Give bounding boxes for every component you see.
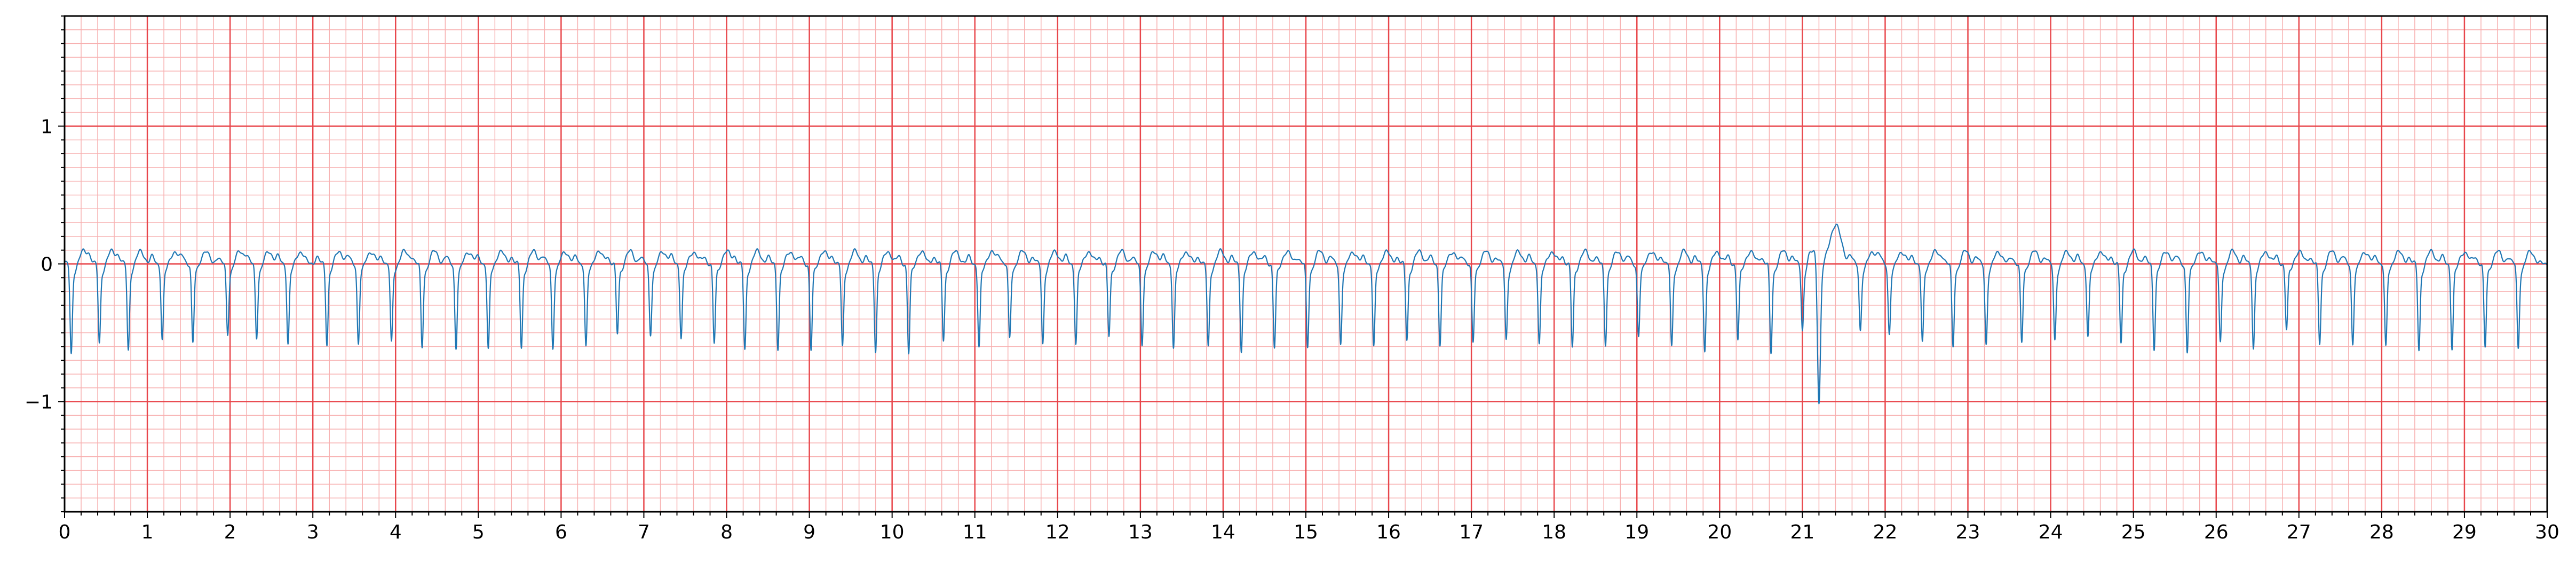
x-tick-label: 5: [472, 521, 485, 543]
ecg-trace-layer: [64, 224, 2548, 405]
x-tick-label: 7: [638, 521, 650, 543]
x-tick-label: 10: [880, 521, 905, 543]
x-tick-label: 8: [720, 521, 733, 543]
x-tick-label: 23: [1956, 521, 1980, 543]
x-tick-label: 21: [1790, 521, 1814, 543]
x-tick-label: 29: [2452, 521, 2477, 543]
x-axis: 0 1 2 3 4 5 6 7 8 9 10 11 12 13 14 15 16 17 18 19 20 21 22 23 24…: [59, 512, 2559, 543]
x-tick-label: 24: [2039, 521, 2063, 543]
x-tick-label: 0: [59, 521, 71, 543]
x-tick-label: 2: [224, 521, 236, 543]
y-tick-label: −1: [25, 392, 53, 414]
x-tick-label: 13: [1128, 521, 1153, 543]
x-tick-label: 28: [2369, 521, 2394, 543]
x-tick-label: 20: [1707, 521, 1732, 543]
x-tick-label: 11: [963, 521, 987, 543]
x-tick-label: 16: [1376, 521, 1401, 543]
y-tick-label: 0: [41, 254, 53, 276]
x-tick-label: 18: [1542, 521, 1566, 543]
x-tick-label: 9: [803, 521, 815, 543]
x-tick-label: 12: [1045, 521, 1070, 543]
x-tick-label: 27: [2287, 521, 2311, 543]
x-tick-label: 14: [1211, 521, 1235, 543]
x-tick-label: 3: [307, 521, 319, 543]
x-tick-label: 25: [2121, 521, 2146, 543]
x-tick-label: 17: [1459, 521, 1484, 543]
x-tick-label: 26: [2204, 521, 2229, 543]
x-tick-label: 19: [1624, 521, 1649, 543]
x-tick-label: 15: [1294, 521, 1318, 543]
x-tick-label: 30: [2535, 521, 2559, 543]
y-tick-label: 1: [41, 116, 53, 138]
y-axis: −1 0 1: [25, 15, 65, 512]
x-tick-label: 1: [141, 521, 154, 543]
x-tick-label: 22: [1873, 521, 1898, 543]
x-tick-label: 6: [555, 521, 567, 543]
ecg-series-line: [64, 224, 2548, 405]
x-tick-label: 4: [390, 521, 402, 543]
